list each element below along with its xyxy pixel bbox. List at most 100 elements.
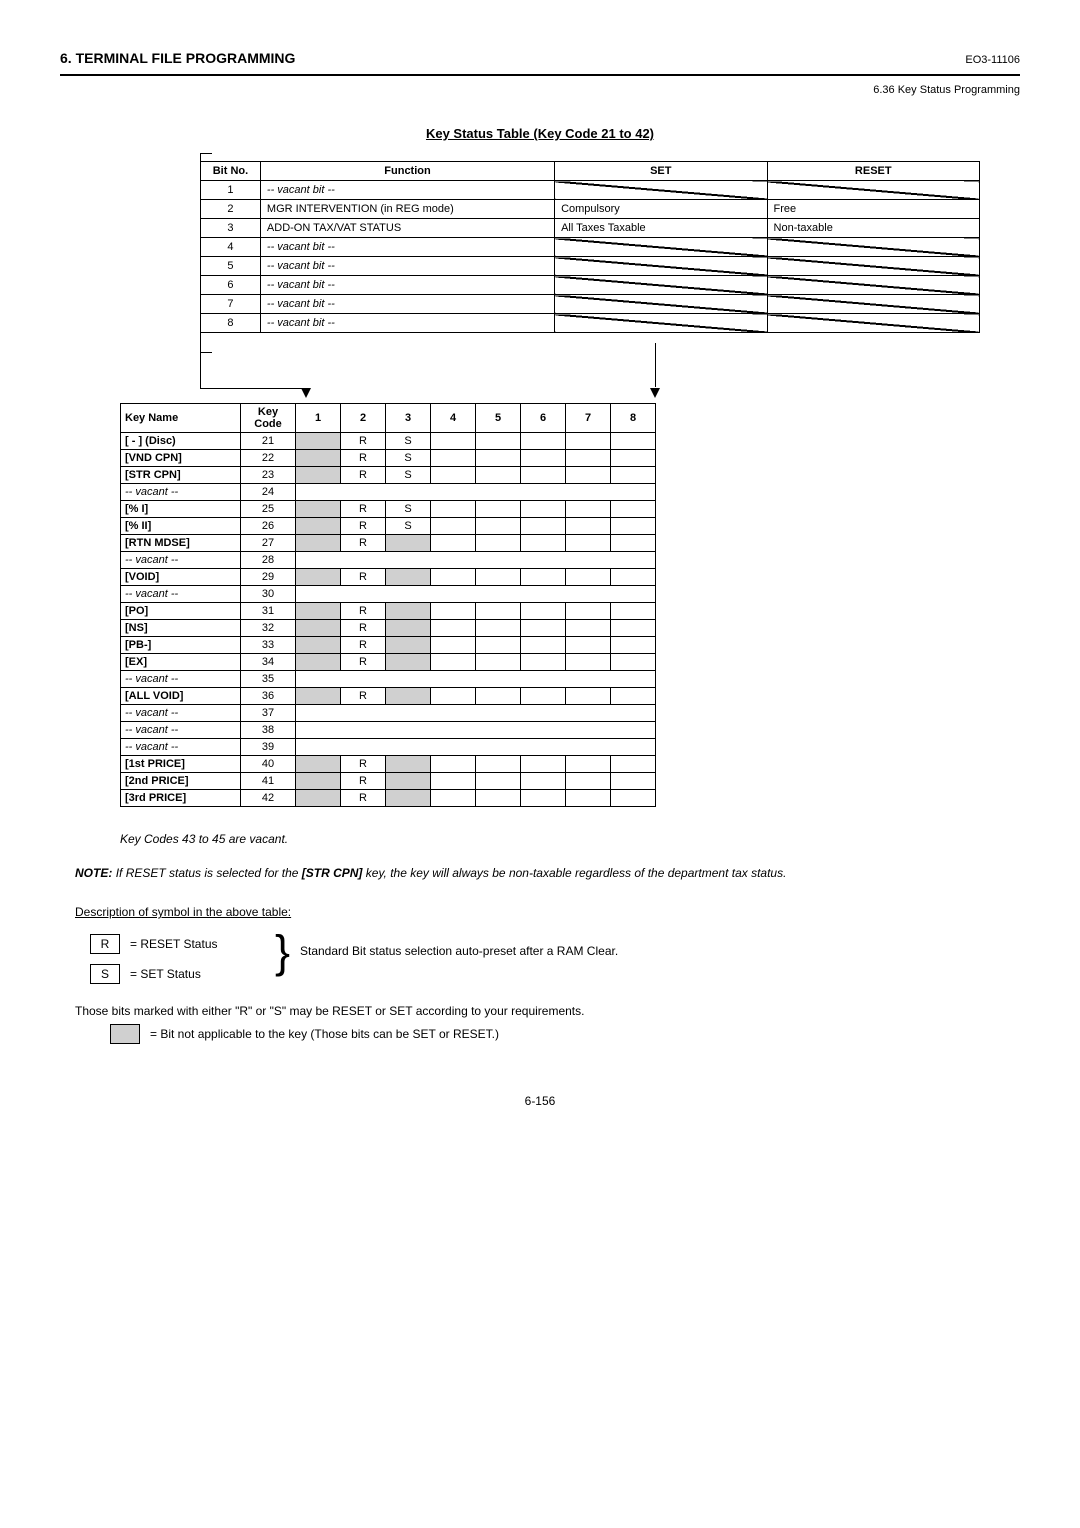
bit-table: Bit No. Function SET RESET 1-- vacant bi…: [200, 161, 980, 333]
bit-reset-cell: [767, 295, 979, 314]
key-table: Key NameKeyCode12345678 [ - ] (Disc)21RS…: [120, 403, 656, 807]
key-bit-cell: [566, 433, 611, 450]
key-bit-cell: [566, 603, 611, 620]
key-name-cell: [RTN MDSE]: [121, 535, 241, 552]
key-bit-cell: R: [341, 501, 386, 518]
key-bit-cell: [476, 637, 521, 654]
bit-set-cell: [555, 276, 767, 295]
bit-reset-cell: [767, 257, 979, 276]
vacant-merged-cell: [296, 705, 656, 722]
key-code-cell: 42: [241, 790, 296, 807]
key-bit-cell: [386, 603, 431, 620]
note-block: NOTE: If RESET status is selected for th…: [75, 866, 1020, 880]
key-bit-cell: R: [341, 569, 386, 586]
key-bit-cell: [296, 518, 341, 535]
key-bit-cell: [476, 620, 521, 637]
key-bit-cell: [476, 603, 521, 620]
key-header-bit: 8: [611, 404, 656, 433]
key-header-bit: 5: [476, 404, 521, 433]
final-text-1: Those bits marked with either "R" or "S"…: [75, 1004, 1020, 1018]
bit-header-func: Function: [260, 162, 554, 181]
key-bit-cell: [566, 569, 611, 586]
key-bit-cell: [611, 773, 656, 790]
vacant-merged-cell: [296, 552, 656, 569]
key-header-bit: 4: [431, 404, 476, 433]
final-legend-row: = Bit not applicable to the key (Those b…: [110, 1024, 1020, 1044]
key-bit-cell: R: [341, 654, 386, 671]
note-text-post: key, the key will always be non-taxable …: [362, 866, 786, 880]
key-name-cell: [PB-]: [121, 637, 241, 654]
key-bit-cell: [476, 790, 521, 807]
key-bit-cell: [296, 620, 341, 637]
key-bit-cell: [431, 467, 476, 484]
key-bit-cell: [431, 569, 476, 586]
key-bit-cell: [476, 450, 521, 467]
key-bit-cell: [476, 569, 521, 586]
key-bit-cell: [521, 620, 566, 637]
key-bit-cell: [476, 535, 521, 552]
vacant-note: Key Codes 43 to 45 are vacant.: [120, 832, 1020, 846]
key-bit-cell: [296, 790, 341, 807]
key-bit-cell: [431, 620, 476, 637]
bracket-text: Standard Bit status selection auto-prese…: [300, 944, 800, 958]
key-code-cell: 27: [241, 535, 296, 552]
key-bit-cell: [431, 756, 476, 773]
section-title: 6. TERMINAL FILE PROGRAMMING: [60, 50, 295, 66]
key-bit-cell: R: [341, 603, 386, 620]
bit-reset-cell: [767, 238, 979, 257]
final-text-2: = Bit not applicable to the key (Those b…: [150, 1027, 499, 1041]
key-bit-cell: [431, 688, 476, 705]
key-bit-cell: [386, 773, 431, 790]
key-bit-cell: [386, 637, 431, 654]
bit-reset-cell: [767, 276, 979, 295]
key-name-cell: -- vacant --: [121, 705, 241, 722]
key-code-cell: 31: [241, 603, 296, 620]
bit-set-cell: [555, 314, 767, 333]
key-code-cell: 25: [241, 501, 296, 518]
arrow-down-icon: [650, 388, 660, 398]
key-bit-cell: [386, 790, 431, 807]
key-bit-cell: [431, 773, 476, 790]
key-code-cell: 34: [241, 654, 296, 671]
key-bit-cell: [431, 654, 476, 671]
key-bit-cell: [611, 501, 656, 518]
bit-reset-cell: Free: [767, 200, 979, 219]
key-bit-cell: [521, 603, 566, 620]
key-bit-cell: S: [386, 450, 431, 467]
legend-grey-box: [110, 1024, 140, 1044]
key-bit-cell: R: [341, 450, 386, 467]
key-bit-cell: [296, 501, 341, 518]
bit-reset-cell: [767, 314, 979, 333]
key-name-cell: -- vacant --: [121, 552, 241, 569]
key-bit-cell: [566, 535, 611, 552]
bit-func-cell: -- vacant bit --: [260, 238, 554, 257]
key-name-cell: [STR CPN]: [121, 467, 241, 484]
key-bit-cell: [611, 433, 656, 450]
vacant-merged-cell: [296, 739, 656, 756]
bit-set-cell: [555, 238, 767, 257]
key-name-cell: -- vacant --: [121, 586, 241, 603]
key-bit-cell: [521, 773, 566, 790]
key-bit-cell: [386, 654, 431, 671]
key-bit-cell: [611, 603, 656, 620]
key-bit-cell: [521, 790, 566, 807]
vacant-merged-cell: [296, 671, 656, 688]
key-table-container: Key NameKeyCode12345678 [ - ] (Disc)21RS…: [120, 403, 1020, 807]
bit-set-cell: [555, 295, 767, 314]
bit-func-cell: -- vacant bit --: [260, 295, 554, 314]
key-bit-cell: [611, 535, 656, 552]
note-bold: [STR CPN]: [302, 866, 363, 880]
key-name-cell: [VND CPN]: [121, 450, 241, 467]
key-code-cell: 38: [241, 722, 296, 739]
key-bit-cell: [296, 467, 341, 484]
key-header-code: KeyCode: [241, 404, 296, 433]
key-bit-cell: [566, 773, 611, 790]
key-code-cell: 29: [241, 569, 296, 586]
key-bit-cell: [566, 756, 611, 773]
key-bit-cell: [431, 637, 476, 654]
key-bit-cell: [431, 501, 476, 518]
key-bit-cell: R: [341, 467, 386, 484]
key-name-cell: [EX]: [121, 654, 241, 671]
key-bit-cell: [431, 603, 476, 620]
bit-set-cell: [555, 257, 767, 276]
